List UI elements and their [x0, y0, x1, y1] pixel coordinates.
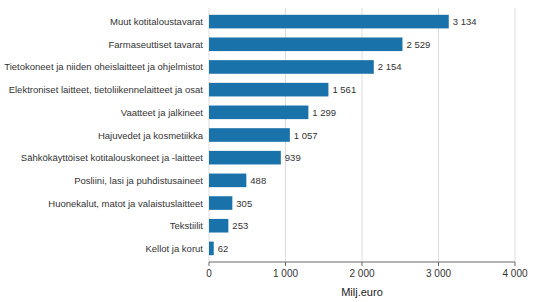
data-label: 305	[236, 198, 252, 209]
grid-line	[438, 8, 439, 262]
tick-label: 0	[206, 268, 212, 279]
data-label: 2 154	[378, 61, 402, 72]
tick-mark	[285, 262, 286, 266]
grid-line	[515, 8, 516, 262]
data-label: 253	[232, 220, 248, 231]
data-labels: 62 253 305 488 939 1 057 1 299 1 561 2 154 2 529 3…	[218, 16, 477, 254]
x-axis-line	[209, 262, 515, 263]
category-label: Muut kotitaloustavarat	[110, 16, 203, 27]
data-label: 488	[250, 175, 266, 186]
category-label: Huonekalut, matot ja valaistuslaitteet	[48, 198, 203, 209]
tick-label: 3 000	[426, 268, 451, 279]
bar	[209, 60, 374, 74]
bar	[209, 219, 228, 233]
bar	[209, 196, 232, 210]
data-label: 3 134	[453, 16, 477, 27]
data-label: 62	[218, 243, 229, 254]
data-label: 2 529	[406, 39, 430, 50]
category-label: Posliini, lasi ja puhdistusaineet	[74, 175, 203, 186]
tick-label: 4 000	[502, 268, 527, 279]
bar	[209, 151, 281, 165]
background	[0, 0, 533, 302]
category-label: Kellot ja korut	[145, 243, 203, 254]
tick-mark	[438, 262, 439, 266]
data-label: 1 561	[332, 84, 356, 95]
chart-svg: Kellot ja korut Tekstiilit Huonekalut, mat…	[0, 0, 533, 302]
data-label: 939	[285, 152, 301, 163]
bar	[209, 128, 290, 142]
tick-mark	[515, 262, 516, 266]
bar	[209, 37, 402, 51]
data-label: 1 299	[312, 107, 336, 118]
category-label: Hajuvedet ja kosmetiikka	[98, 130, 204, 141]
category-label: Elektroniset laitteet, tietoliikennelait…	[9, 84, 204, 95]
x-axis: 0 1 000 2 000 3 000 4 000	[206, 262, 528, 279]
x-axis-label: Milj.euro	[341, 286, 383, 298]
chart-container: Kellot ja korut Tekstiilit Huonekalut, mat…	[0, 0, 533, 302]
category-label: Farmaseuttiset tavarat	[108, 39, 203, 50]
data-label: 1 057	[294, 130, 318, 141]
tick-label: 1 000	[273, 268, 298, 279]
bar	[209, 174, 246, 188]
category-label: Sähkökäyttöiset kotitalouskoneet ja -lai…	[21, 152, 204, 163]
tick-mark	[209, 262, 210, 266]
category-labels: Kellot ja korut Tekstiilit Huonekalut, mat…	[4, 16, 203, 254]
bar	[209, 242, 214, 256]
category-label: Tekstiilit	[170, 220, 204, 231]
grid	[209, 8, 515, 262]
category-label: Tietokoneet ja niiden oheislaitteet ja o…	[4, 61, 203, 72]
tick-label: 2 000	[349, 268, 374, 279]
bar	[209, 15, 449, 29]
tick-mark	[362, 262, 363, 266]
bar	[209, 106, 308, 120]
category-label: Vaatteet ja jalkineet	[121, 107, 204, 118]
bars	[209, 15, 449, 255]
bar	[209, 83, 328, 97]
